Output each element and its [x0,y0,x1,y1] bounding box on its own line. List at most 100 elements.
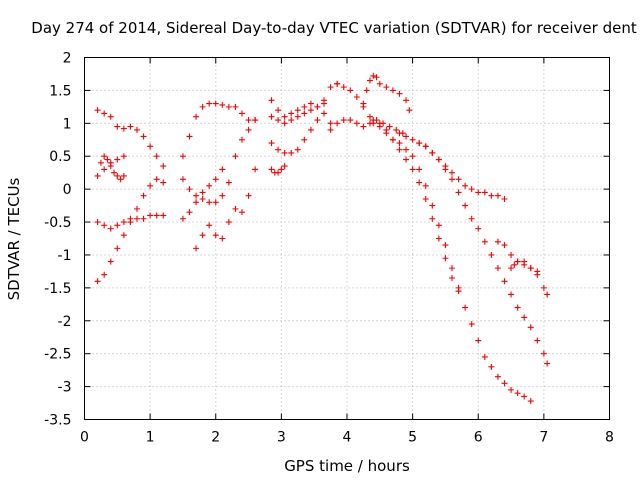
data-point [275,107,282,114]
data-point [212,100,219,107]
y-tick-label: 0 [63,182,72,198]
data-point [416,140,423,147]
data-point [199,232,206,239]
data-point [94,219,101,226]
data-point [114,245,121,252]
data-point [416,179,423,186]
data-point [521,261,528,268]
data-point [94,172,101,179]
data-point [475,337,482,344]
data-point [219,192,226,199]
data-point [114,172,121,179]
series-arc-18 [370,120,534,405]
y-tick-label: -0.5 [44,215,71,231]
data-point [307,107,314,114]
data-point [534,268,541,275]
series-arc-12 [268,110,334,156]
data-point [127,123,134,130]
data-point [120,125,127,132]
data-point [376,123,383,130]
data-point [442,255,449,262]
data-point [314,117,321,124]
x-axis-title: GPS time / hours [284,457,410,475]
data-point [488,192,495,199]
data-point [232,205,239,212]
data-point [462,202,469,209]
data-point [409,136,416,143]
data-point [127,219,134,226]
data-point [134,205,140,212]
data-point [225,103,232,110]
data-point [468,186,475,193]
data-point [199,189,206,196]
data-point [153,153,160,160]
data-point [481,353,488,360]
data-point [275,169,282,176]
data-point [239,209,245,216]
series-arc-4 [94,212,167,232]
data-point [288,110,295,117]
data-point [363,87,370,94]
y-tick-label: -2.5 [44,347,71,363]
data-point [353,120,360,127]
series-arc-17 [370,117,462,295]
data-point [140,215,147,222]
x-tick-label: 1 [146,430,155,446]
data-point [376,80,383,87]
data-point [494,265,501,272]
data-point [134,215,140,222]
data-point [199,103,206,110]
data-point [101,166,108,173]
data-point [501,380,508,387]
data-point [206,100,213,107]
data-point [153,176,160,183]
data-point [403,97,410,104]
data-point [514,258,521,265]
y-tick-label: -3.5 [44,413,71,429]
data-point [435,156,442,163]
y-tick-label: -1 [58,248,72,264]
data-point [232,103,239,110]
data-point [114,156,121,163]
series-arc-22 [508,258,541,275]
data-point [281,113,288,120]
data-point [268,140,275,147]
data-point [160,163,167,170]
data-point [527,265,534,272]
data-point [120,232,127,239]
y-tick-label: 0.5 [49,149,71,165]
data-point [396,140,403,147]
data-point [373,74,380,81]
data-point [527,398,534,405]
data-point [193,192,200,199]
data-point [488,251,495,258]
data-point [281,149,288,156]
data-point [416,166,423,173]
data-point [107,159,114,166]
data-point [114,123,121,130]
data-point [120,219,127,226]
data-point [147,182,154,189]
x-tick-label: 8 [605,430,614,446]
data-point [268,166,275,173]
data-point [501,278,508,285]
data-point [314,103,321,110]
data-point [114,222,121,229]
y-tick-label: -2 [58,314,72,330]
data-point [327,120,334,127]
data-point [206,199,213,206]
series-arc-13 [268,163,288,176]
data-point [186,133,193,140]
data-point [212,199,219,206]
data-point [239,110,245,117]
data-point [219,166,226,173]
data-point [225,219,232,226]
data-point [462,182,469,189]
data-point [193,245,200,252]
data-point [544,291,551,298]
data-point [403,146,410,153]
data-point [494,238,501,245]
data-point [429,202,436,209]
data-point [281,163,288,170]
data-point [225,179,232,186]
